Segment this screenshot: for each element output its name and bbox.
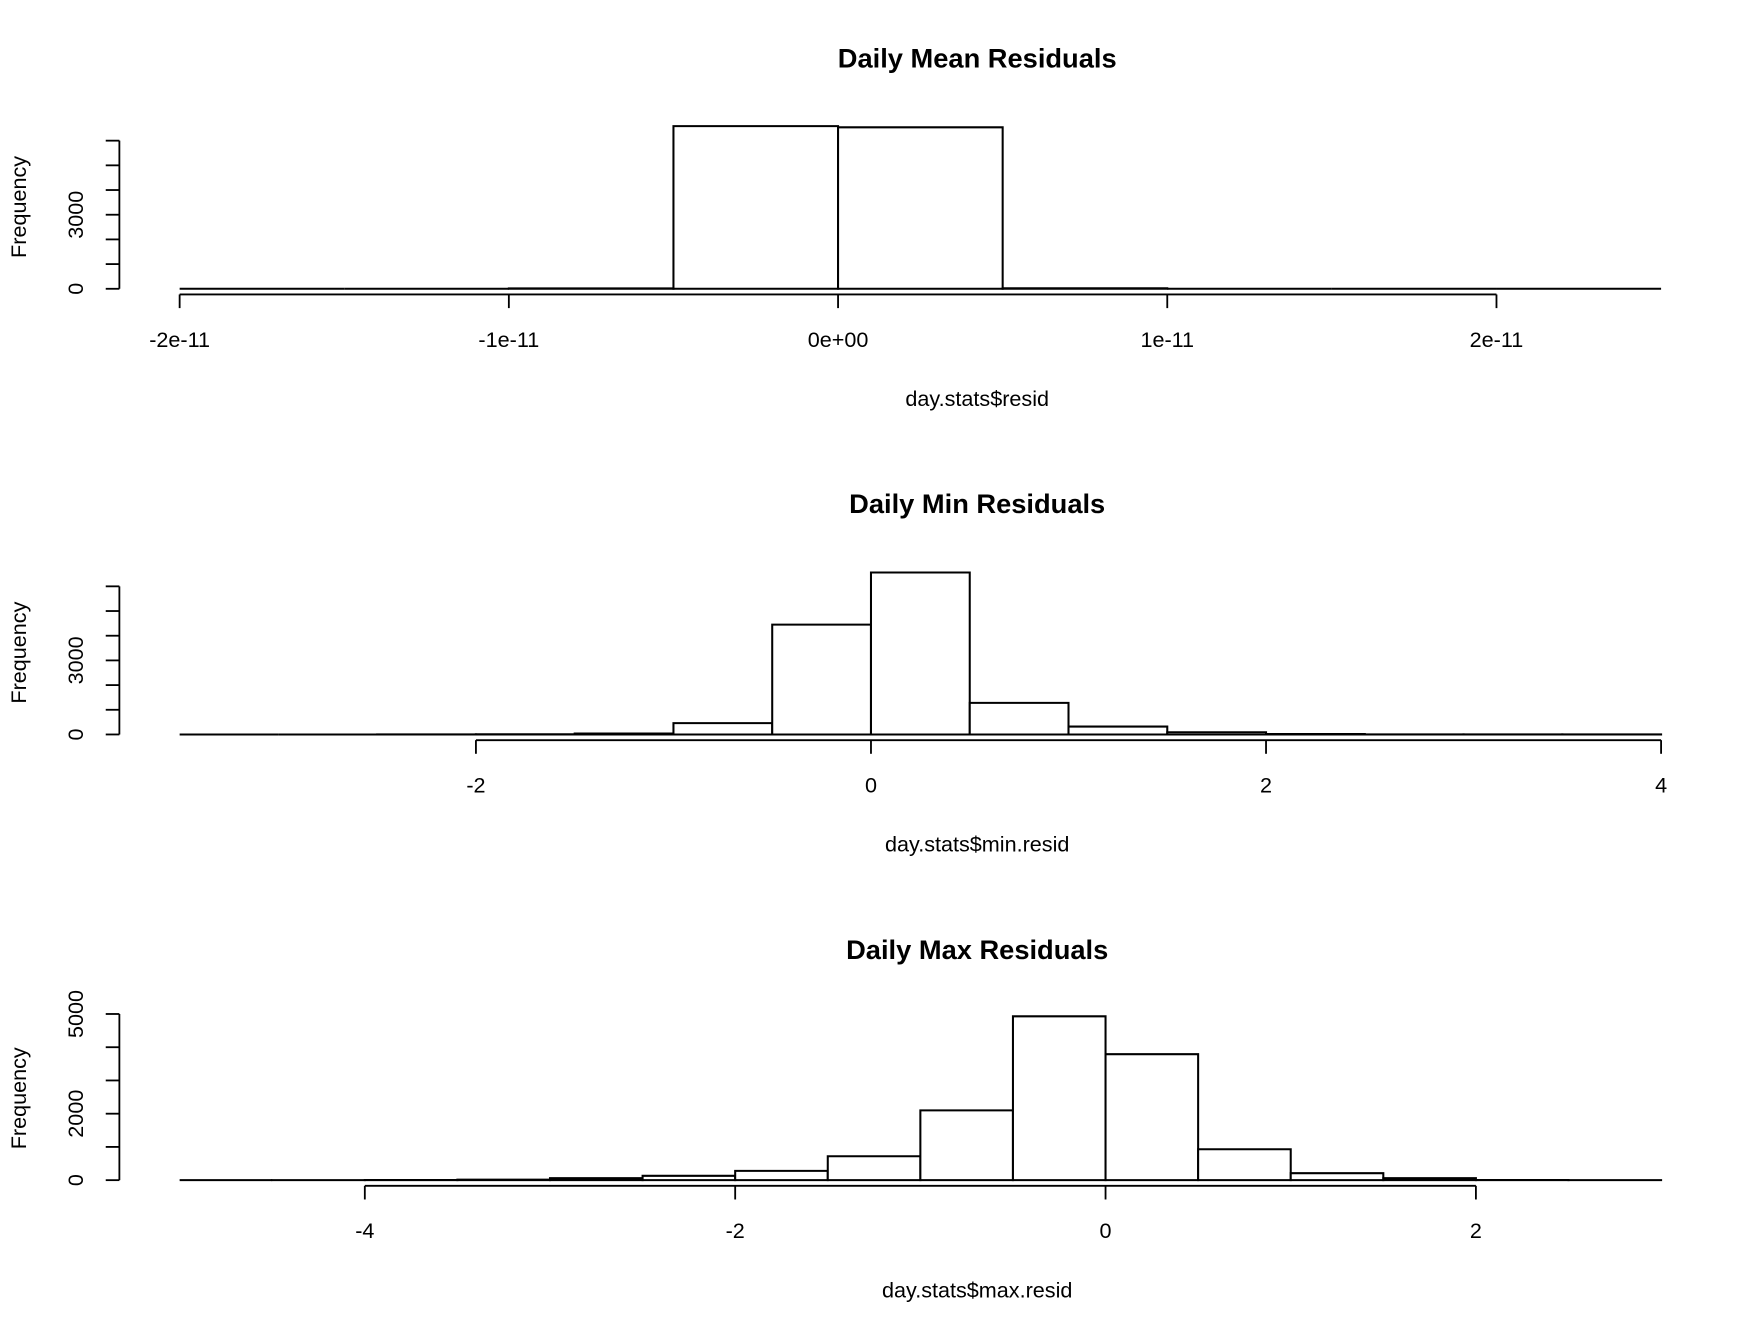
bar [1011, 1015, 1107, 1182]
y-tick-label: 2000 [63, 1090, 88, 1138]
x-tick-label: 4 [1655, 772, 1667, 797]
y-tick-label: 3000 [63, 636, 88, 684]
bar [573, 732, 675, 736]
y-tick-label: 0 [63, 728, 88, 740]
y-axis-label: Frequency [6, 1047, 31, 1149]
bar [641, 1174, 737, 1182]
bar [869, 571, 971, 736]
x-tick-label: -2 [466, 772, 485, 797]
bar [734, 1169, 829, 1182]
bar [1197, 1148, 1292, 1182]
x-tick-label: 1e-11 [1140, 327, 1194, 352]
bar [968, 701, 1070, 736]
x-tick-label: -2e-11 [149, 327, 210, 352]
bar [672, 722, 774, 736]
x-tick-label: -2 [726, 1218, 745, 1243]
bar [1104, 1053, 1200, 1182]
x-axis-label: day.stats$min.resid [885, 832, 1069, 857]
bar [1289, 1172, 1385, 1182]
y-tick-label: 3000 [63, 191, 88, 239]
x-tick-label: -4 [355, 1218, 374, 1243]
x-tick-label: 2 [1470, 1218, 1482, 1243]
bar [826, 1155, 922, 1182]
y-tick-label: 5000 [63, 990, 88, 1038]
bar [1166, 731, 1268, 736]
x-tick-label: 0e+00 [808, 327, 869, 352]
chart-title: Daily Mean Residuals [838, 42, 1117, 73]
x-tick-label: 2e-11 [1470, 327, 1524, 352]
x-tick-label: 0 [865, 772, 877, 797]
bar [1382, 1177, 1477, 1182]
x-axis-label: day.stats$resid [905, 386, 1049, 411]
chart-title: Daily Max Residuals [846, 934, 1108, 965]
bar [672, 125, 840, 290]
x-tick-label: 0 [1100, 1218, 1112, 1243]
bar [1067, 725, 1169, 736]
bar [919, 1109, 1014, 1182]
y-tick-label: 0 [63, 283, 88, 295]
x-tick-label: -1e-11 [478, 327, 539, 352]
bar [837, 126, 1004, 290]
y-axis-label: Frequency [6, 601, 31, 703]
y-tick-label: 0 [63, 1174, 88, 1186]
chart-title: Daily Min Residuals [849, 488, 1105, 519]
y-axis-label: Frequency [6, 156, 31, 258]
bar [771, 623, 873, 736]
bar [548, 1177, 644, 1182]
x-axis-label: day.stats$max.resid [882, 1277, 1072, 1302]
x-tick-label: 2 [1260, 772, 1272, 797]
